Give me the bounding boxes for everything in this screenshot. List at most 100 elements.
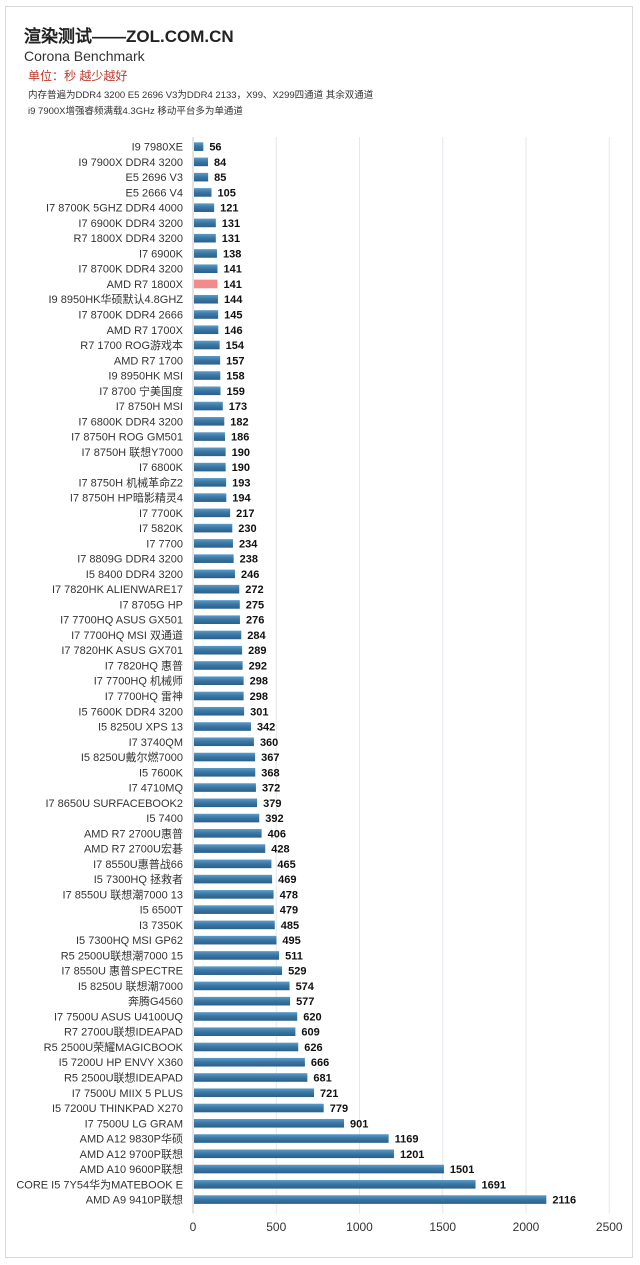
bar-value-label: 372: [262, 783, 280, 795]
bar: [194, 1057, 305, 1067]
bar: [194, 264, 218, 274]
bar: [194, 905, 274, 914]
bar: [194, 813, 260, 823]
category-label: AMD A10 9600P联想: [80, 1162, 183, 1176]
bar: [194, 1042, 299, 1052]
category-label: AMD A12 9700P联想: [80, 1147, 183, 1161]
bar-value-label: 289: [248, 645, 266, 657]
bar: [194, 798, 258, 808]
bar-value-label: 121: [220, 203, 238, 215]
bar: [194, 676, 244, 686]
category-label: I7 8550U 联想潮7000 13: [63, 887, 183, 901]
category-label: I7 6900K DDR4 3200: [78, 218, 183, 230]
bar: [194, 233, 216, 243]
x-tick-label: 500: [266, 1220, 286, 1234]
bar-value-label: 901: [350, 1118, 368, 1130]
chart-frame: [5, 6, 633, 1258]
bar: [194, 1073, 308, 1082]
category-label: I7 8705G HP: [119, 599, 183, 611]
bar-value-label: 511: [285, 950, 303, 962]
bar-value-label: 276: [246, 615, 264, 627]
bar-value-label: 1501: [450, 1164, 474, 1176]
bar-value-label: 157: [226, 355, 244, 367]
bar-value-label: 479: [280, 905, 298, 917]
category-label: I7 8550U惠普战66: [93, 857, 183, 871]
bar: [194, 294, 218, 304]
bar-value-label: 379: [263, 798, 281, 810]
bar-value-label: 84: [214, 157, 227, 169]
bar: [194, 630, 242, 640]
bar-value-label: 360: [260, 737, 278, 749]
bar: [194, 172, 209, 182]
bar: [194, 767, 256, 777]
category-label: I7 7500U MIIX 5 PLUS: [72, 1088, 183, 1100]
category-label: I7 4710MQ: [129, 783, 184, 795]
category-label: I7 8750H MSI: [116, 401, 183, 413]
category-label: I7 7700HQ 机械师: [94, 674, 183, 688]
bar: [194, 1134, 389, 1143]
bar-value-label: 577: [296, 996, 314, 1008]
bar: [194, 615, 240, 624]
bar: [194, 966, 283, 975]
bar: [194, 325, 219, 335]
bar-value-label: 367: [261, 752, 279, 764]
bar-value-label: 131: [222, 218, 240, 230]
bar-value-label: 298: [250, 691, 268, 703]
bar-value-label: 609: [301, 1027, 319, 1039]
bar: [194, 1027, 296, 1037]
category-label: I5 7600K: [139, 767, 184, 779]
bar-value-label: 779: [330, 1103, 348, 1115]
category-label: CORE I5 7Y54华为MATEBOOK E: [16, 1177, 183, 1191]
category-label: I7 8700K DDR4 2666: [78, 309, 183, 321]
category-label: AMD A12 9830P华硕: [80, 1132, 183, 1146]
bar: [194, 600, 240, 609]
category-label: I5 7200U HP ENVY X360: [59, 1057, 183, 1069]
bar: [194, 310, 219, 319]
category-label: I5 8400 DDR4 3200: [86, 569, 183, 581]
bar: [194, 981, 290, 991]
bar-value-label: 620: [303, 1011, 321, 1023]
bar-value-label: 1691: [482, 1179, 506, 1191]
bar: [194, 1164, 444, 1174]
bar: [194, 874, 273, 884]
bar: [194, 355, 221, 365]
bar: [194, 386, 221, 396]
category-label: AMD R7 2700U惠普: [84, 826, 183, 840]
bar-value-label: 292: [249, 660, 267, 672]
bar-value-label: 230: [238, 523, 256, 535]
memory-note: 内存普遍为DDR4 3200 E5 2696 V3为DDR4 2133，X99、…: [28, 90, 374, 101]
bar-value-label: 154: [226, 340, 245, 352]
bar-value-label: 272: [245, 584, 263, 596]
bar: [194, 508, 231, 518]
bar: [194, 661, 243, 670]
bar: [194, 691, 244, 701]
x-tick-label: 2500: [596, 1220, 623, 1234]
category-label: I7 7700HQ ASUS GX501: [60, 615, 183, 627]
category-label: I5 8250U 联想潮7000: [78, 979, 183, 993]
bar-value-label: 485: [281, 920, 299, 932]
bar: [194, 539, 233, 548]
bar: [194, 523, 233, 533]
bar-value-label: 173: [229, 401, 247, 413]
bar-value-label: 465: [277, 859, 295, 871]
category-label: I3 7350K: [139, 920, 184, 932]
category-label: I7 6900K: [139, 248, 184, 260]
bar-value-label: 238: [240, 554, 258, 566]
bar-value-label: 141: [223, 264, 241, 276]
bar: [194, 1118, 345, 1128]
bar: [194, 188, 212, 197]
category-label: I5 7600K DDR4 3200: [78, 706, 183, 718]
platform-note: i9 7900X增强睿频满载4.3GHz 移动平台多为单通道: [28, 106, 243, 117]
category-label: R5 2500U联想IDEAPAD: [64, 1070, 183, 1084]
category-label: I7 8750H 机械革命Z2: [78, 475, 183, 489]
category-label: R7 1700 ROG游戏本: [80, 338, 183, 352]
highlighted-bar: [194, 279, 218, 289]
category-label: AMD A9 9410P联想: [86, 1193, 183, 1207]
bar-value-label: 368: [261, 767, 279, 779]
bar: [194, 447, 226, 457]
bar: [194, 371, 221, 380]
bar-value-label: 141: [223, 279, 241, 291]
bar: [194, 401, 223, 411]
bar: [194, 554, 234, 563]
category-label: I7 6800K: [139, 462, 184, 474]
